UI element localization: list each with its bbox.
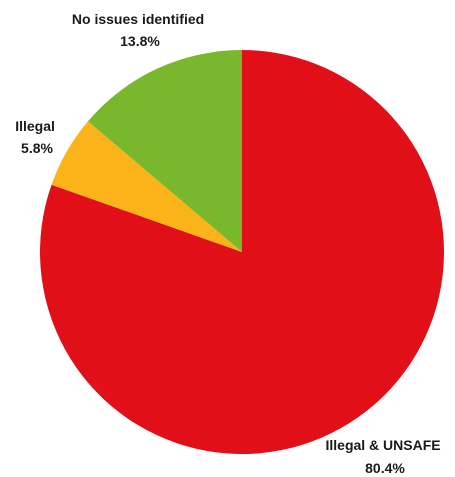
label-illegal-name: Illegal [15, 118, 55, 134]
slice-illegal [51, 121, 242, 252]
pie-labels: Illegal & UNSAFE 80.4% Illegal 5.8% No i… [15, 11, 444, 476]
label-no-issues-percent: 13.8% [120, 33, 160, 49]
slice-no-issues-identified [87, 50, 243, 252]
label-illegal-unsafe-name: Illegal & UNSAFE [325, 437, 440, 453]
slice-illegal-unsafe [40, 50, 445, 454]
label-no-issues-name: No issues identified [72, 11, 204, 27]
label-illegal: Illegal 5.8% [15, 118, 59, 156]
label-illegal-unsafe: Illegal & UNSAFE 80.4% [325, 437, 444, 476]
label-no-issues-identified: No issues identified 13.8% [72, 11, 208, 49]
pie-slices [40, 50, 445, 454]
label-illegal-percent: 5.8% [21, 140, 53, 156]
label-illegal-unsafe-percent: 80.4% [365, 460, 405, 476]
